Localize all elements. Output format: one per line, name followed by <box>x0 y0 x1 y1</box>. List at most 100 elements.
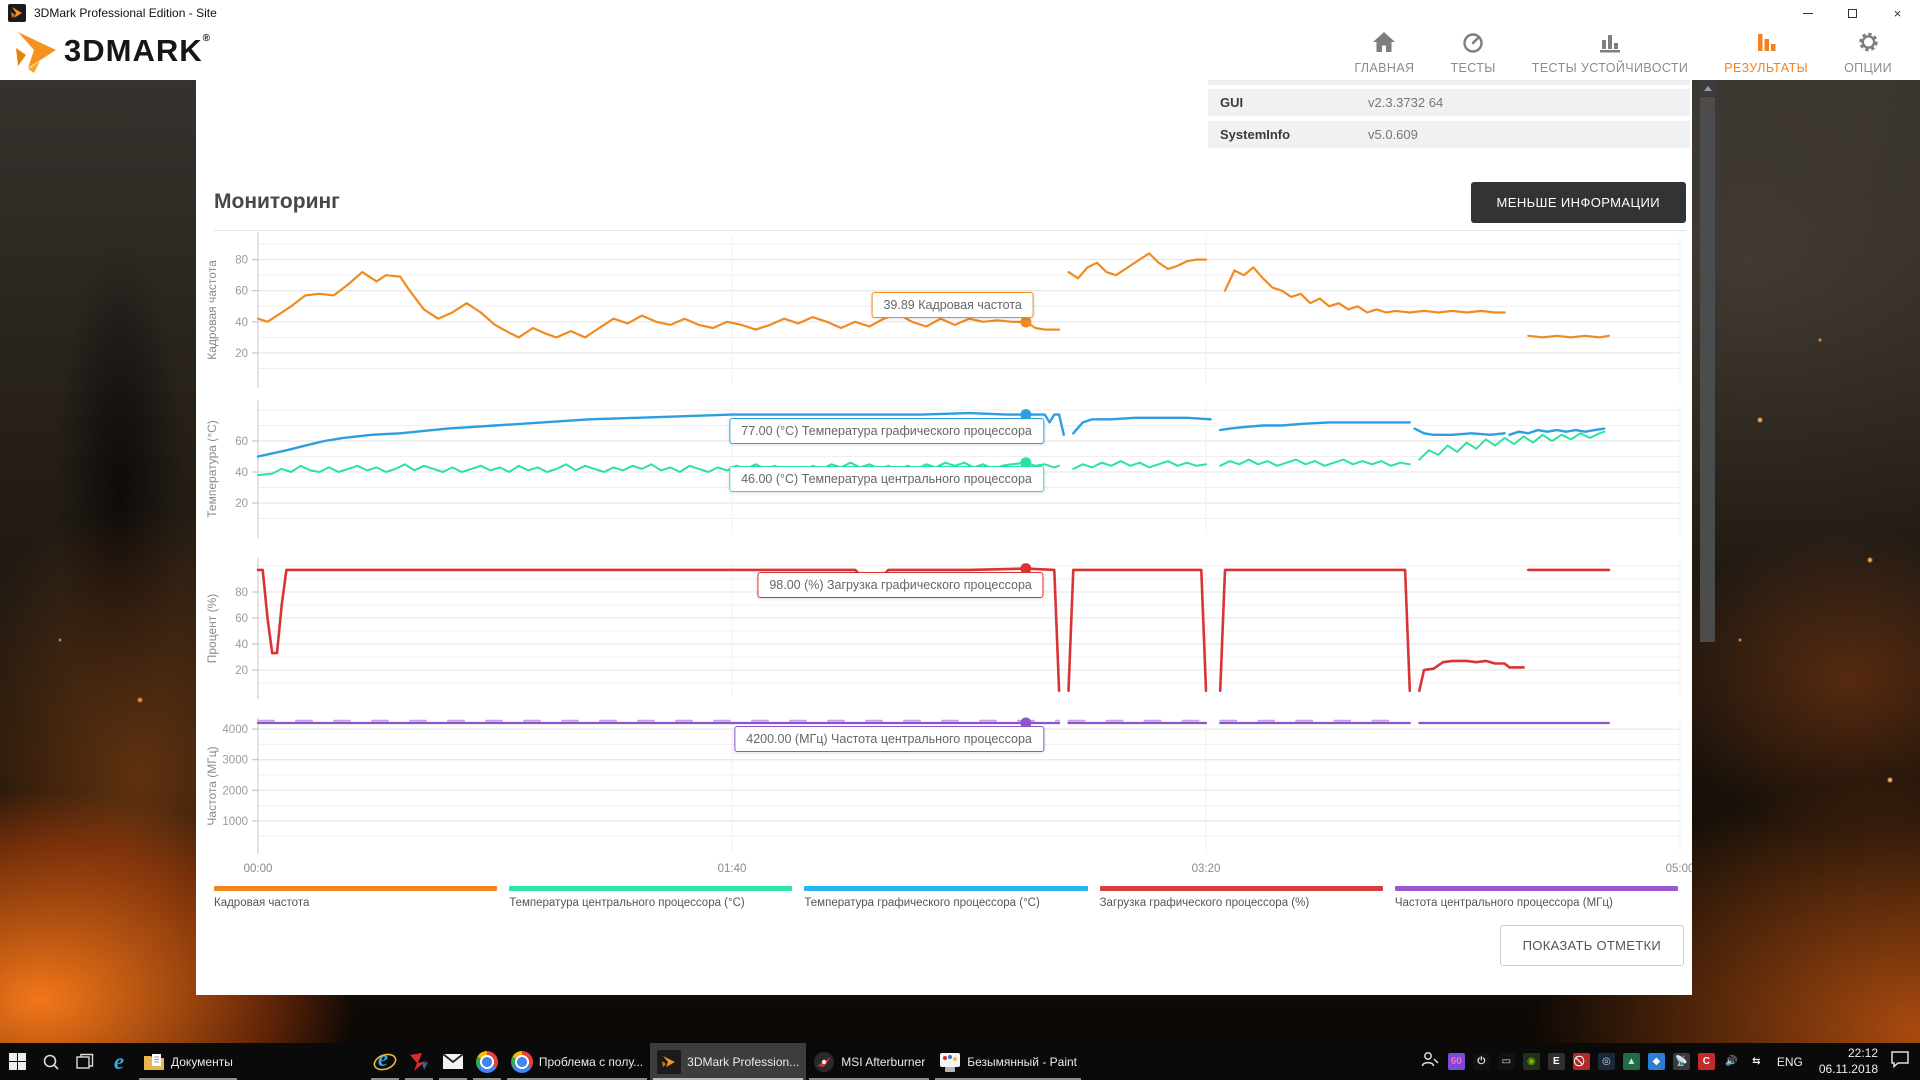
people-icon[interactable] <box>1420 1050 1440 1073</box>
language-indicator[interactable]: ENG <box>1776 1054 1803 1069</box>
main-nav: ГЛАВНАЯ ТЕСТЫ ТЕСТЫ УСТОЙЧИВОСТИ РЕЗУЛЬТ… <box>1354 26 1892 80</box>
table-row: GUI v2.3.3732 64 <box>1208 89 1690 116</box>
3dmark-taskbar-item[interactable]: 3DMark Profession... <box>650 1043 807 1080</box>
search-button[interactable] <box>34 1043 68 1080</box>
minimize-button[interactable] <box>1785 0 1830 26</box>
monitoring-chart[interactable]: 20 40 60 80 Кадровая частота 20 40 60 Температур… <box>196 80 1692 995</box>
nav-home[interactable]: ГЛАВНАЯ <box>1354 31 1414 75</box>
time: 22:12 <box>1847 1045 1878 1060</box>
steam-tray-icon[interactable]: ◎ <box>1597 1053 1615 1070</box>
nav-label: ТЕСТЫ УСТОЙЧИВОСТИ <box>1531 61 1689 75</box>
display-tray-icon[interactable]: ▭ <box>1497 1053 1515 1070</box>
task-view-button[interactable] <box>68 1043 102 1080</box>
afterburner-taskbar-item[interactable]: MSI Afterburner <box>806 1043 932 1080</box>
paint-taskbar-item[interactable]: Безымянный - Paint <box>932 1043 1084 1080</box>
documents-taskbar-item[interactable]: Документы <box>136 1043 240 1080</box>
ccleaner-tray-icon[interactable]: C <box>1697 1053 1715 1070</box>
legend-color-bar <box>1394 886 1679 891</box>
notification-icon[interactable] <box>1890 1050 1910 1073</box>
legend-color-bar <box>214 886 498 891</box>
edge-icon: e <box>113 1048 125 1074</box>
row-label: GUI <box>1220 95 1244 110</box>
show-marks-button[interactable]: ПОКАЗАТЬ ОТМЕТКИ <box>1499 925 1684 966</box>
legend-color-bar <box>804 886 1088 891</box>
svg-text:60: 60 <box>235 436 248 448</box>
legend-item: Загрузка графического процессора (%) <box>1099 886 1383 909</box>
ie-icon: e <box>373 1046 397 1074</box>
svg-text:Кадровая частота: Кадровая частота <box>205 260 219 360</box>
nav-stress-tests[interactable]: ТЕСТЫ УСТОЙЧИВОСТИ <box>1532 31 1689 75</box>
svg-text:Температура (°C): Температура (°C) <box>205 420 219 517</box>
gauge-icon <box>1461 31 1485 58</box>
legend-label: Температура графического процессора (°C) <box>804 897 1040 909</box>
svg-text:60: 60 <box>235 286 248 298</box>
svg-text:40: 40 <box>235 317 248 329</box>
nav-results[interactable]: РЕЗУЛЬТАТЫ <box>1724 31 1808 75</box>
taskbar-item-label: Проблема с полу... <box>538 1054 644 1069</box>
folder-icon <box>143 1053 165 1071</box>
chrome-taskbar-item[interactable] <box>470 1043 504 1080</box>
ie-taskbar-item[interactable]: e <box>368 1043 402 1080</box>
3dmark-logo-icon <box>16 32 56 73</box>
legend-label: Загрузка графического процессора (%) <box>1099 897 1310 909</box>
scrollbar-thumb[interactable] <box>1700 97 1715 642</box>
taskbar-item-label: 3DMark Profession... <box>687 1054 800 1069</box>
nav-tests[interactable]: ТЕСТЫ <box>1450 31 1495 75</box>
afterburner-fps-tray-icon[interactable]: 60 <box>1447 1053 1465 1070</box>
chrome-window-taskbar-item[interactable]: Проблема с полу... <box>504 1043 650 1080</box>
defender-tray-icon[interactable]: ▲ <box>1622 1053 1640 1070</box>
taskbar-spacer <box>240 1043 368 1080</box>
ccleaner-taskbar-item[interactable] <box>402 1043 436 1080</box>
legend-label: Температура центрального процессора (°C) <box>509 897 745 909</box>
satellite-tray-icon[interactable]: 📡 <box>1672 1053 1690 1070</box>
svg-text:20: 20 <box>235 498 248 510</box>
paint-icon <box>939 1051 961 1073</box>
row-label: SystemInfo <box>1220 127 1291 142</box>
blocked-tray-icon[interactable]: ⃠ <box>1572 1053 1590 1070</box>
legend-item: Температура графического процессора (°C) <box>804 886 1088 909</box>
date: 06.11.2018 <box>1818 1061 1878 1076</box>
chart-tooltip: 98.00 (%) Загрузка графического процессо… <box>757 571 1044 598</box>
chart-tooltip: 46.00 (°C) Температура центрального проц… <box>729 465 1044 492</box>
svg-text:00:00: 00:00 <box>244 863 273 875</box>
power-tray-icon[interactable]: ⏻ <box>1472 1053 1490 1070</box>
svg-text:1000: 1000 <box>222 816 248 828</box>
svg-text:40: 40 <box>235 467 248 479</box>
svg-text:2000: 2000 <box>222 785 248 797</box>
row-value: v5.0.609 <box>1368 127 1418 142</box>
less-info-button[interactable]: МЕНЬШЕ ИНФОРМАЦИИ <box>1470 182 1686 223</box>
nvidia-tray-icon[interactable]: ◉ <box>1522 1053 1540 1070</box>
store-tray-icon[interactable]: ◆ <box>1647 1053 1665 1070</box>
svg-text:80: 80 <box>235 587 248 599</box>
close-button[interactable]: × <box>1893 5 1902 21</box>
nav-options[interactable]: ОПЦИИ <box>1844 31 1892 75</box>
page-title: Мониторинг <box>214 190 340 213</box>
clock[interactable]: 22:12 06.11.2018 <box>1815 1046 1882 1077</box>
window-title: 3DMark Professional Edition - Site <box>34 6 217 20</box>
maximize-button[interactable] <box>1830 0 1875 26</box>
svg-text:40: 40 <box>235 639 248 651</box>
legend-item: Кадровая частота <box>214 886 498 909</box>
windows-icon <box>8 1053 26 1070</box>
nav-label: ГЛАВНАЯ <box>1354 61 1415 75</box>
taskbar-item-label: Документы <box>171 1054 233 1069</box>
edge-taskbar-item[interactable]: e <box>102 1043 136 1080</box>
afterburner-icon <box>813 1051 835 1073</box>
results-chart-icon <box>1754 31 1778 58</box>
row-value: v2.3.3732 64 <box>1368 95 1444 110</box>
ccleaner-icon <box>408 1051 430 1073</box>
chart-tooltip: 39.89 Кадровая частота <box>871 291 1034 318</box>
results-page-panel: GUI v2.3.3732 64 SystemInfo v5.0.609 Мони… <box>196 80 1692 995</box>
network-icon[interactable]: ⇆ <box>1747 1053 1765 1070</box>
system-tray: 60 ⏻ ▭ ◉ E⃠ ◎ ▲ ◆ 📡 C 🔊 ⇆ ENG 22:12 06.11.2018 <box>1420 1043 1920 1080</box>
start-button[interactable] <box>0 1043 34 1080</box>
mail-taskbar-item[interactable] <box>436 1043 470 1080</box>
scrollbar-up-button[interactable] <box>1700 80 1715 96</box>
chart-tooltip: 4200.00 (МГц) Частота центрального проце… <box>734 725 1044 752</box>
volume-icon[interactable]: 🔊 <box>1722 1053 1740 1070</box>
taskbar: e Документы e Проблема с полу... 3DMark Prof… <box>0 1043 1920 1080</box>
epic-games-tray-icon[interactable]: E <box>1547 1053 1565 1070</box>
stability-chart-icon <box>1597 31 1623 58</box>
task-view-icon <box>76 1053 94 1071</box>
3dmark-icon <box>657 1049 682 1074</box>
